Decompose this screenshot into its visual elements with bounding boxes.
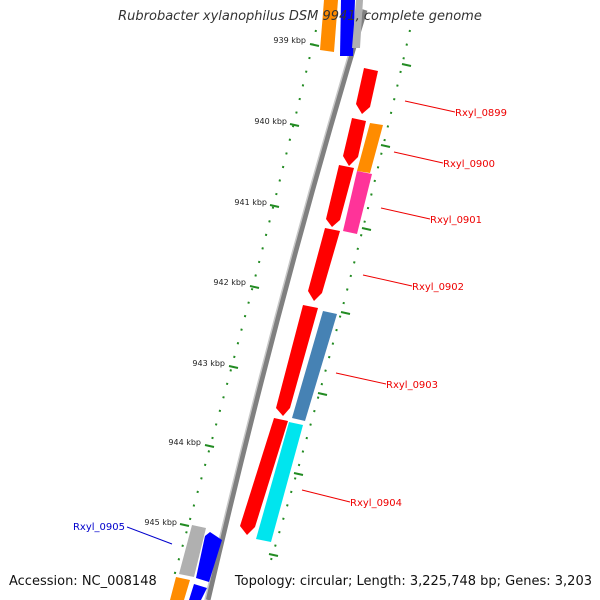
tick-label-940kbp: 940 kbp bbox=[254, 117, 287, 126]
gene-bottom-orange[interactable] bbox=[170, 577, 190, 600]
gene-label-rxyl-0903[interactable]: Rxyl_0903 bbox=[386, 380, 438, 391]
gene-label-rxyl-0899[interactable]: Rxyl_0899 bbox=[455, 108, 507, 119]
gene-rxyl-0903-arrow[interactable] bbox=[276, 305, 318, 416]
gene-rxyl-0902-arrow[interactable] bbox=[308, 228, 340, 301]
gene-label-rxyl-0900[interactable]: Rxyl_0900 bbox=[443, 159, 495, 170]
tick-label-945kbp: 945 kbp bbox=[144, 518, 177, 527]
gene-label-rxyl-0905[interactable]: Rxyl_0905 bbox=[73, 522, 125, 533]
gene-top-orange[interactable] bbox=[320, 0, 338, 52]
tick-label-941kbp: 941 kbp bbox=[234, 198, 267, 207]
gene-rxyl-0900-bar[interactable] bbox=[357, 123, 383, 173]
gene-rxyl-0904-arrow[interactable] bbox=[240, 418, 288, 535]
gene-label-rxyl-0902[interactable]: Rxyl_0902 bbox=[412, 282, 464, 293]
tick-label-939kbp: 939 kbp bbox=[273, 36, 306, 45]
tick-label-943kbp: 943 kbp bbox=[192, 359, 225, 368]
genome-backbone-highlight bbox=[204, 9, 363, 600]
gene-top-gray[interactable] bbox=[352, 0, 363, 48]
scale-ring-inner bbox=[172, 29, 317, 581]
scale-ring-outer bbox=[267, 29, 411, 571]
genome-backbone bbox=[205, 9, 368, 600]
gene-rxyl-0905-gray[interactable] bbox=[179, 525, 206, 577]
tick-label-942kbp: 942 kbp bbox=[213, 278, 246, 287]
major-ticks bbox=[179, 43, 412, 557]
accession-text: Accession: NC_008148 bbox=[9, 574, 157, 589]
genome-summary-text: Topology: circular; Length: 3,225,748 bp… bbox=[234, 574, 592, 589]
gene-label-rxyl-0901[interactable]: Rxyl_0901 bbox=[430, 215, 482, 226]
gene-rxyl-0903-bar[interactable] bbox=[292, 311, 337, 421]
tick-label-944kbp: 944 kbp bbox=[168, 438, 201, 447]
gene-rxyl-0901-bar[interactable] bbox=[343, 171, 372, 234]
gene-bottom-blue[interactable] bbox=[189, 584, 207, 600]
gene-rxyl-0899-arrow[interactable] bbox=[356, 68, 378, 114]
map-title: Rubrobacter xylanophilus DSM 9941, compl… bbox=[118, 9, 482, 24]
gene-label-rxyl-0904[interactable]: Rxyl_0904 bbox=[350, 498, 402, 509]
label-leaders bbox=[126, 100, 456, 545]
gene-rxyl-0901-arrow[interactable] bbox=[326, 165, 354, 227]
gene-rxyl-0904-bar[interactable] bbox=[256, 422, 303, 542]
gene-rxyl-0905-arrow[interactable] bbox=[196, 532, 222, 582]
gene-top-blue[interactable] bbox=[340, 0, 355, 56]
gene-rxyl-0900-arrow[interactable] bbox=[343, 118, 366, 166]
